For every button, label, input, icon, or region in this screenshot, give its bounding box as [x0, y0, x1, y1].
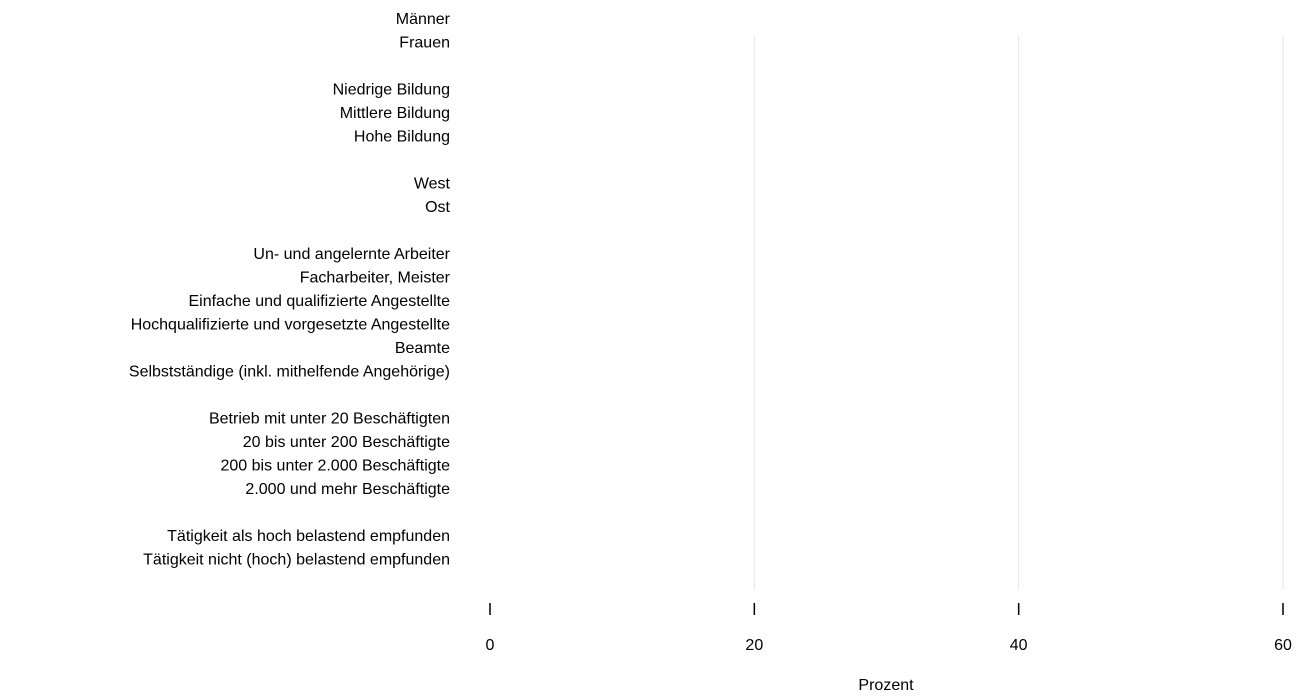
y-tick-label: Männer	[396, 11, 451, 28]
x-tick-label: 0	[486, 637, 495, 654]
y-tick-label: 200 bis unter 2.000 Beschäftigte	[221, 458, 451, 475]
y-tick-label: Beamte	[395, 340, 450, 357]
y-tick-label: Einfache und qualifizierte Angestellte	[188, 293, 450, 310]
y-tick-label: Facharbeiter, Meister	[300, 270, 451, 287]
x-tick-label: 20	[745, 637, 763, 654]
y-tick-label: Tätigkeit als hoch belastend empfunden	[167, 528, 450, 545]
y-tick-label: Un- und angelernte Arbeiter	[253, 246, 450, 263]
y-tick-label: West	[414, 176, 451, 193]
x-tick-label: 60	[1274, 637, 1292, 654]
y-tick-label: Betrieb mit unter 20 Beschäftigten	[209, 411, 450, 428]
x-tick-label: 40	[1010, 637, 1028, 654]
y-tick-label: 20 bis unter 200 Beschäftigte	[243, 434, 450, 451]
y-tick-label: Niedrige Bildung	[333, 82, 450, 99]
y-tick-label: Mittlere Bildung	[340, 105, 450, 122]
y-tick-label: Selbstständige (inkl. mithelfende Angehö…	[129, 364, 450, 381]
x-axis-label: Prozent	[858, 677, 914, 694]
y-tick-label: Frauen	[399, 35, 450, 52]
y-tick-label: Hochqualifizierte und vorgesetzte Angest…	[131, 317, 450, 334]
y-tick-label: 2.000 und mehr Beschäftigte	[245, 481, 450, 498]
y-tick-label: Ost	[425, 199, 450, 216]
y-tick-label: Tätigkeit nicht (hoch) belastend empfund…	[143, 552, 450, 569]
y-tick-label: Hohe Bildung	[354, 129, 450, 146]
